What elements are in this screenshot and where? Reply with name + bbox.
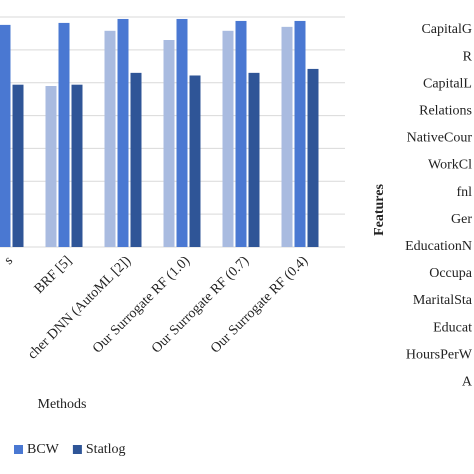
legend-swatch [14, 445, 23, 454]
y-tick-label: WorkCl [428, 158, 472, 173]
y-axis-title: Features [372, 184, 387, 236]
bar [12, 84, 24, 247]
bar [71, 84, 83, 247]
bar [248, 72, 260, 247]
bar [130, 72, 142, 247]
y-tick-label: Relations [419, 104, 472, 119]
x-tick-label: cher DNN (AutoML [2]) [25, 253, 134, 362]
legend-label: BCW [27, 442, 60, 457]
y-tick-label: Educat [433, 320, 472, 335]
x-tick-label: BRF [5] [32, 253, 75, 296]
y-tick-label: fnl [456, 185, 472, 200]
y-tick-label: Ger [451, 212, 472, 227]
bar [281, 26, 293, 247]
x-tick-label: s [2, 253, 16, 267]
bar [176, 18, 188, 247]
legend-label: Statlog [86, 442, 126, 457]
y-tick-label: NativeCour [407, 131, 473, 146]
bar [58, 22, 70, 247]
bar [0, 24, 11, 248]
legend-swatch [72, 445, 82, 454]
bar [163, 40, 175, 247]
bar [307, 68, 319, 248]
bar [222, 30, 234, 247]
y-tick-label: A [462, 375, 473, 390]
x-axis-title: Methods [38, 397, 87, 412]
y-tick-label: Occupa [429, 266, 473, 281]
x-tick-label: Our Surrogate RF (1.0) [90, 253, 193, 356]
bar [235, 20, 247, 248]
y-tick-label: MaritalSta [413, 293, 473, 308]
bar [117, 18, 129, 247]
bar [294, 20, 306, 248]
bar [45, 86, 57, 247]
y-tick-label: CapitalL [423, 76, 472, 91]
x-tick-label: Our Surrogate RF (0.4) [208, 253, 311, 356]
y-tick-label: HoursPerW [406, 347, 473, 362]
y-tick-label: CapitalG [421, 22, 472, 37]
bar [189, 75, 201, 247]
bar [104, 30, 116, 247]
y-tick-label: EducationN [405, 239, 472, 254]
y-tick-label: R [463, 49, 473, 64]
x-tick-label: Our Surrogate RF (0.7) [149, 253, 252, 356]
